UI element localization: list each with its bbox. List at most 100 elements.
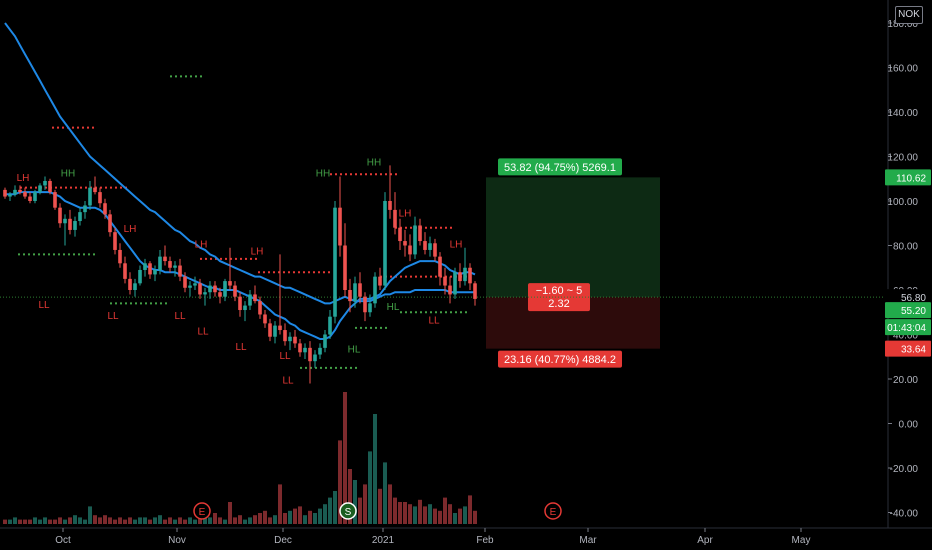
volume-bar: [278, 484, 282, 524]
volume-bar: [143, 517, 147, 524]
pivot-label: LL: [174, 311, 186, 322]
volume-bar: [38, 519, 42, 524]
pivot-label: LL: [235, 342, 247, 353]
candle-body: [13, 189, 17, 195]
volume-bar: [363, 484, 367, 524]
candle-body: [163, 256, 167, 262]
target-price-tag-box: [885, 169, 931, 186]
event-marker[interactable]: E: [544, 502, 562, 520]
volume-bar: [268, 517, 272, 524]
pivot-label: HL: [348, 344, 361, 355]
pivot-label: HH: [367, 157, 381, 168]
candle-body: [393, 209, 397, 228]
volume-bar: [213, 513, 217, 524]
volume-bar: [88, 506, 92, 524]
volume-bar: [353, 480, 357, 524]
candle-body: [28, 196, 32, 201]
candle-body: [238, 296, 242, 311]
candle-body: [413, 225, 417, 255]
time-tick-label: Apr: [697, 535, 713, 546]
candle-body: [383, 201, 387, 286]
candle-body: [83, 205, 87, 213]
candle-body: [208, 285, 212, 293]
volume-bar: [258, 513, 262, 524]
volume-bar: [453, 513, 457, 524]
currency-badge[interactable]: NOK: [895, 6, 923, 24]
last-price-tag: 55.20: [901, 306, 926, 317]
candle-body: [343, 245, 347, 290]
volume-bar: [383, 462, 387, 524]
volume-bar: [293, 508, 297, 524]
event-marker[interactable]: S: [339, 502, 357, 520]
candle-body: [78, 212, 82, 222]
time-axis[interactable]: Oct Nov Dec 2021 Feb Mar Apr May: [0, 527, 932, 546]
volume-bar: [468, 495, 472, 524]
current-price-tag-box: [885, 289, 931, 306]
volume-bar: [318, 508, 322, 524]
position-tool[interactable]: 53.82 (94.75%) 5269.1 23.16 (40.77%) 4884…: [486, 158, 660, 368]
candle-body: [468, 267, 472, 284]
candle-body: [3, 189, 7, 197]
candle-body: [173, 265, 177, 268]
time-tick-label: 2021: [372, 535, 395, 546]
candle-body: [333, 207, 337, 317]
candle-body: [103, 203, 107, 215]
volume-bar: [148, 519, 152, 524]
candle-body: [183, 276, 187, 288]
candle-body: [233, 285, 237, 297]
volume-bar: [423, 506, 427, 524]
event-letter: E: [550, 507, 557, 518]
pivot-label: LL: [107, 311, 119, 322]
candle-body: [108, 214, 112, 233]
volume-bar: [358, 497, 362, 524]
candle-body: [268, 323, 272, 337]
candle-body: [48, 180, 52, 193]
price-tick-label: 100.00: [887, 197, 918, 208]
time-tick-label: May: [792, 535, 811, 546]
volume-bar: [183, 519, 187, 524]
price-tick-label: 140.00: [887, 108, 918, 119]
candle-body: [323, 334, 327, 348]
stop-label-box: [498, 350, 622, 368]
candle-body: [63, 218, 67, 224]
pivot-label: LL: [282, 375, 294, 386]
volume-bar: [108, 517, 112, 524]
price-tick-label: 40.00: [893, 331, 918, 342]
volume-bar: [178, 517, 182, 524]
time-tick-label: Feb: [476, 535, 494, 546]
time-tick-label: Dec: [274, 535, 292, 546]
stop-price-tag-box: [885, 340, 931, 357]
current-price-tag: 56.80: [901, 293, 926, 304]
event-marker[interactable]: E: [193, 502, 211, 520]
price-tick-label: -40.00: [890, 509, 919, 520]
candle-body: [123, 263, 127, 279]
candle-body: [303, 347, 307, 353]
candle-body: [18, 189, 22, 193]
volume-bar: [238, 515, 242, 524]
price-tick-label: 0.00: [899, 420, 919, 431]
volume-bar: [283, 513, 287, 524]
volume-bar: [428, 504, 432, 524]
candle-body: [313, 354, 317, 362]
volume-bar: [248, 517, 252, 524]
volume-bar: [153, 517, 157, 524]
volume-bar: [78, 517, 82, 524]
volume-bar: [168, 517, 172, 524]
volume-bar: [53, 519, 57, 524]
volume-bar: [408, 504, 412, 524]
target-label-box: [498, 158, 622, 176]
target-label: 53.82 (94.75%) 5269.1: [504, 162, 616, 174]
candle-body: [328, 316, 332, 335]
candle-body: [128, 278, 132, 290]
candle-body: [448, 285, 452, 295]
volume-bar: [103, 515, 107, 524]
risk-reward-value: 2.32: [548, 298, 569, 310]
volume-bar: [23, 519, 27, 524]
volume-bar: [218, 517, 222, 524]
pivot-level-lines: [0, 75, 888, 369]
volume-bar: [438, 510, 442, 524]
candle-body: [458, 272, 462, 282]
pivot-label: LL: [279, 351, 291, 362]
